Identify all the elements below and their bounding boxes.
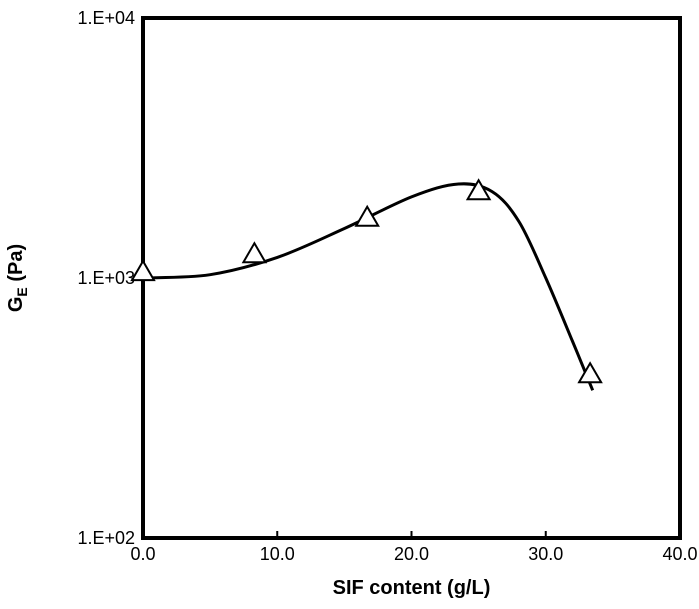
x-tick-label: 0.0 xyxy=(130,544,155,564)
x-tick-label: 40.0 xyxy=(662,544,697,564)
y-tick-label: 1.E+03 xyxy=(77,268,135,288)
x-tick-label: 10.0 xyxy=(260,544,295,564)
data-point-triangle xyxy=(354,204,380,227)
data-point-triangle xyxy=(577,361,603,384)
x-tick-label: 30.0 xyxy=(528,544,563,564)
y-axis-ticks: 1.E+02 1.E+03 1.E+04 xyxy=(77,8,150,548)
y-axis-label: GE (Pa) xyxy=(5,244,30,312)
x-axis-label: SIF content (g/L) xyxy=(333,577,491,599)
data-point-triangle xyxy=(130,259,156,282)
y-axis-label-subscript: E xyxy=(14,287,30,296)
trend-curve xyxy=(142,182,595,391)
data-point-triangle xyxy=(465,178,492,201)
x-axis-ticks: 0.0 10.0 20.0 30.0 40.0 xyxy=(130,531,698,564)
y-axis-label-main: G xyxy=(5,297,27,313)
data-point-triangle xyxy=(241,241,268,264)
y-tick-label: 1.E+04 xyxy=(77,8,135,28)
y-axis-label-unit: (Pa) xyxy=(5,244,27,287)
x-tick-label: 20.0 xyxy=(394,544,429,564)
y-tick-label: 1.E+02 xyxy=(77,528,135,548)
data-markers xyxy=(130,178,603,384)
plot-frame xyxy=(141,16,682,540)
